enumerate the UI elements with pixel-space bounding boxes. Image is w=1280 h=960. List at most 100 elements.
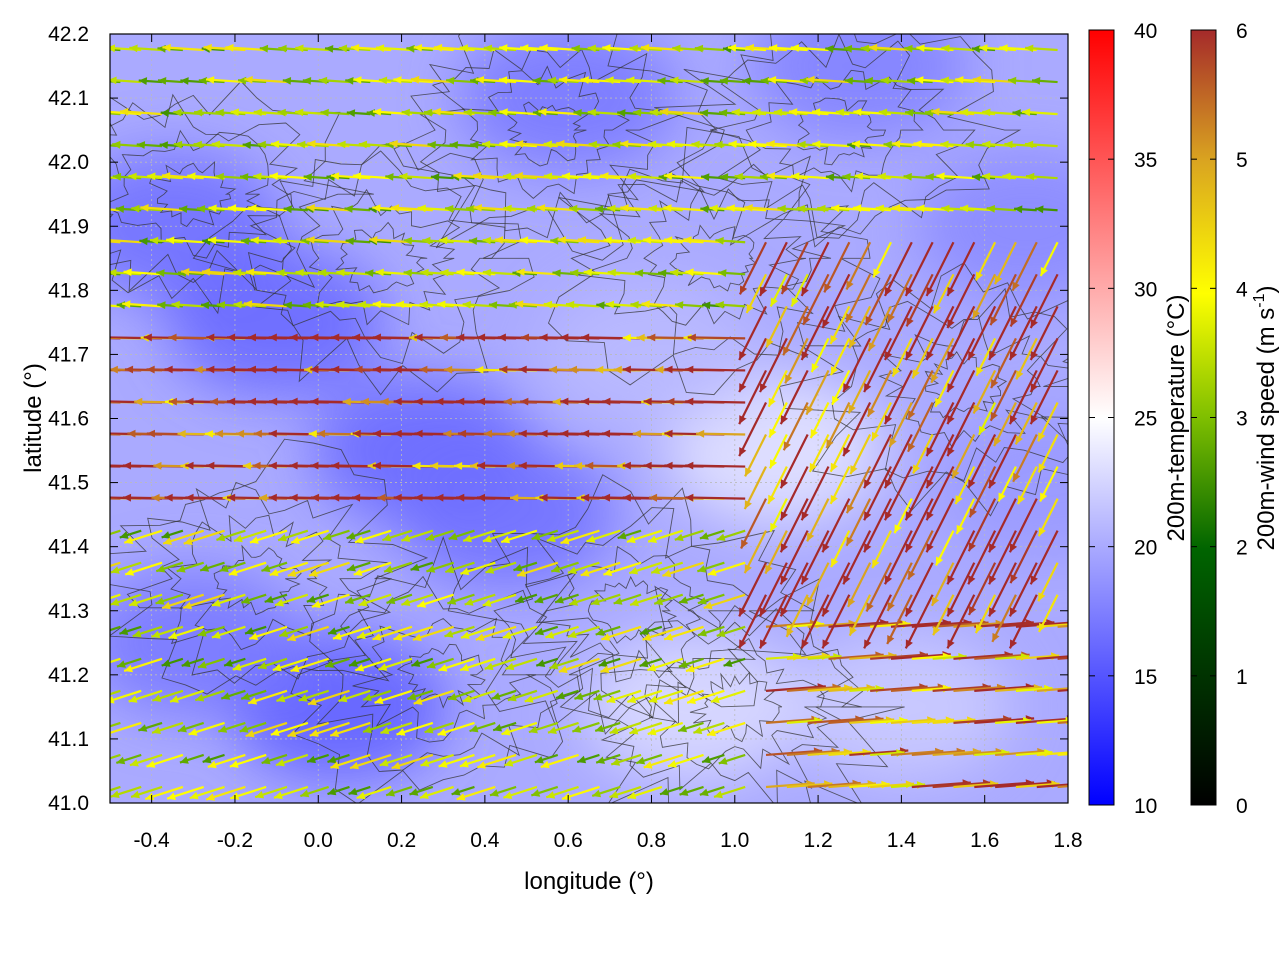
wind-vector-head: [302, 77, 312, 85]
wind-vector-head: [854, 172, 864, 181]
wind-vector-head: [982, 108, 991, 117]
wind-vector-head: [510, 494, 519, 502]
wind-vector-head: [393, 397, 402, 406]
x-tick-label: 1.6: [970, 829, 999, 852]
wind-vector-head: [913, 464, 921, 474]
wind-vector-head: [864, 639, 872, 649]
wind-vector-head: [941, 204, 950, 213]
wind-vector-head: [482, 236, 491, 245]
wind-vector-head: [353, 76, 362, 84]
wind-vector-head: [580, 76, 589, 84]
wind-vector-head: [358, 140, 368, 149]
wind-vector-head: [687, 696, 696, 704]
wind-vector-head: [780, 511, 788, 521]
wind-vector-head: [124, 536, 134, 544]
wind-vector: [968, 466, 997, 518]
wind-vector-head: [93, 141, 101, 149]
wind-vector-head: [912, 369, 920, 379]
wind-vector-head: [269, 172, 278, 181]
wind-vector-head: [539, 44, 548, 52]
wind-vector-head: [663, 236, 673, 245]
wind-vector-head: [926, 511, 934, 521]
wind-vector-head: [309, 569, 318, 577]
wind-vector: [886, 594, 913, 645]
wind-vector-head: [728, 140, 737, 149]
wind-vector: [1029, 273, 1059, 329]
wind-vector-head: [797, 140, 806, 149]
wind-vector-head: [1002, 172, 1011, 181]
wind-vector: [823, 241, 851, 293]
wind-vector-head: [97, 45, 105, 53]
wind-vector-head: [598, 659, 608, 667]
wind-vector-head: [356, 631, 366, 639]
wind-vector-head: [438, 760, 448, 768]
wind-vector-head: [162, 601, 171, 610]
wind-vector-head: [129, 44, 138, 53]
wind-vector-head: [1004, 140, 1013, 149]
wind-vector-head: [337, 140, 346, 149]
wind-vector-head: [250, 236, 259, 245]
wind-vector-head: [409, 788, 419, 796]
wind-vector-head: [338, 44, 348, 53]
wind-vector-head: [989, 479, 997, 489]
wind-vector-head: [703, 601, 713, 610]
wind-vector-head: [494, 236, 504, 244]
wind-vector-head: [1038, 463, 1046, 473]
wind-vector-head: [331, 333, 340, 342]
wind-vector-head: [536, 204, 546, 212]
wind-vector-head: [524, 695, 534, 703]
wind-vector-head: [843, 447, 851, 457]
wind-vector-head: [378, 663, 388, 671]
wind-vector-head: [675, 301, 684, 309]
wind-vector-head: [460, 631, 470, 639]
wind-vector-head: [780, 415, 788, 425]
wind-vector-head: [224, 659, 233, 667]
wind-vector: [925, 241, 955, 297]
terrain-contours: [110, 34, 1068, 803]
wind-vector-head: [1012, 281, 1020, 291]
wind-vector-head: [456, 397, 465, 406]
wind-vector: [946, 273, 976, 329]
wind-vector-head: [641, 300, 650, 309]
wind-vector-head: [414, 333, 423, 342]
wind-vector: [883, 434, 913, 489]
wind-vector: [890, 685, 947, 692]
wind-vector-head: [560, 429, 569, 438]
wind-vector-head: [622, 365, 631, 374]
wind-vector-head: [660, 107, 669, 116]
wind-vector-head: [947, 351, 955, 360]
wind-vector-head: [709, 204, 718, 213]
wind-vector-head: [817, 204, 826, 213]
x-tick-label: -0.4: [134, 829, 171, 852]
wind-vector: [782, 305, 809, 356]
wind-vector-head: [726, 204, 735, 212]
wind-vector-head: [476, 397, 486, 406]
wind-vector: [685, 464, 746, 468]
wind-vector-head: [245, 268, 255, 276]
wind-vector: [780, 241, 809, 295]
wind-vector: [870, 685, 928, 692]
wind-vector-head: [739, 639, 747, 649]
wind-vector: [842, 530, 872, 585]
wind-vector-head: [439, 236, 448, 245]
wind-vector-head: [439, 333, 448, 342]
wind-vector-head: [716, 629, 726, 638]
wind-vector-head: [894, 524, 902, 534]
wind-vector-head: [355, 536, 364, 544]
wind-vector: [821, 273, 851, 329]
wind-vector-head: [240, 173, 249, 181]
wind-vector: [738, 401, 768, 457]
wind-vector-head: [1070, 749, 1078, 757]
wind-vector: [967, 305, 997, 361]
wind-vector-head: [693, 726, 703, 735]
wind-vector-head: [485, 566, 495, 574]
wind-vector-head: [576, 494, 585, 502]
wind-vector-head: [723, 659, 733, 667]
wind-vector-head: [571, 44, 580, 53]
wind-vector-head: [577, 236, 587, 244]
wind-vector-head: [516, 268, 525, 276]
wind-vector-head: [603, 568, 613, 576]
wind-vector-head: [812, 108, 821, 117]
wind-vector-head: [976, 271, 984, 281]
wind-vector-head: [228, 568, 238, 576]
